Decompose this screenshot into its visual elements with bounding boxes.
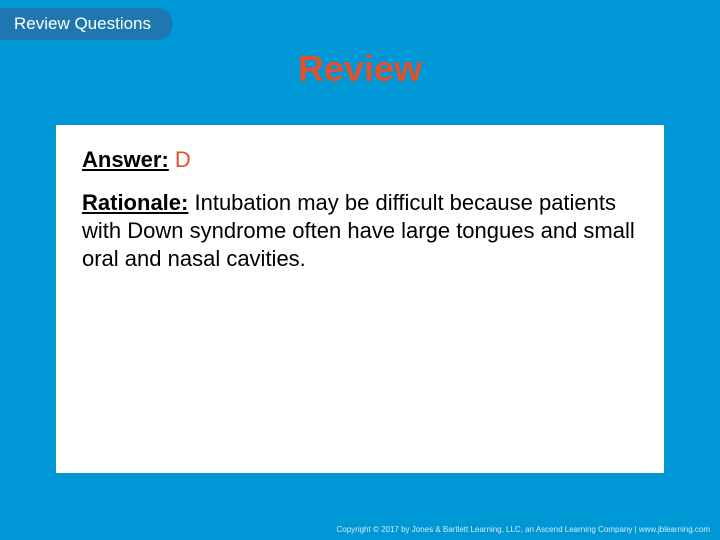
section-tab: Review Questions bbox=[0, 8, 173, 40]
rationale-paragraph: Rationale: Intubation may be difficult b… bbox=[82, 189, 638, 273]
rationale-label: Rationale: bbox=[82, 190, 188, 215]
section-tab-label: Review Questions bbox=[14, 14, 151, 33]
answer-label: Answer: bbox=[82, 147, 169, 172]
answer-value: D bbox=[175, 147, 191, 172]
content-panel: Answer: D Rationale: Intubation may be d… bbox=[56, 125, 664, 473]
copyright-footer: Copyright © 2017 by Jones & Bartlett Lea… bbox=[336, 525, 710, 534]
slide-title: Review bbox=[0, 48, 720, 90]
answer-line: Answer: D bbox=[82, 147, 638, 173]
